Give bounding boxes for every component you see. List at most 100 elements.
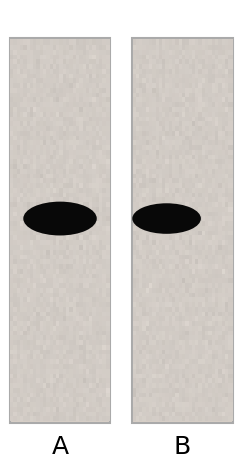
Bar xyxy=(172,282,176,288)
Bar xyxy=(215,301,219,307)
Bar xyxy=(192,268,196,274)
Bar xyxy=(79,87,84,93)
Bar xyxy=(146,368,150,374)
Bar xyxy=(182,363,186,369)
Bar xyxy=(146,97,150,102)
Bar xyxy=(66,111,71,117)
Bar xyxy=(189,173,193,179)
Bar xyxy=(99,401,103,407)
Bar xyxy=(212,363,216,369)
Bar xyxy=(139,315,144,321)
Bar xyxy=(63,135,67,141)
Bar xyxy=(56,158,61,164)
Bar xyxy=(86,353,90,359)
Bar xyxy=(156,206,160,212)
Bar xyxy=(165,353,170,359)
Bar xyxy=(83,353,87,359)
Bar xyxy=(96,320,100,326)
Bar xyxy=(139,144,144,150)
Bar xyxy=(10,282,14,288)
Bar xyxy=(218,273,223,278)
Bar xyxy=(208,330,213,336)
Bar xyxy=(13,102,18,107)
Bar xyxy=(205,358,209,364)
Bar xyxy=(69,59,74,64)
Bar xyxy=(136,158,140,164)
Bar xyxy=(83,149,87,155)
Bar xyxy=(156,82,160,88)
Bar xyxy=(49,377,54,383)
Bar xyxy=(10,106,14,112)
Bar xyxy=(26,320,31,326)
Bar xyxy=(205,353,209,359)
Bar xyxy=(146,206,150,212)
Bar xyxy=(40,196,44,202)
Bar xyxy=(136,135,140,141)
Bar xyxy=(192,44,196,50)
Bar xyxy=(96,173,100,179)
Bar xyxy=(142,335,147,340)
Bar xyxy=(26,182,31,188)
Bar xyxy=(66,44,71,50)
Bar xyxy=(198,363,203,369)
Bar xyxy=(165,216,170,221)
Bar xyxy=(33,73,37,78)
Bar xyxy=(212,301,216,307)
Bar xyxy=(152,287,157,293)
Bar xyxy=(43,59,47,64)
Bar xyxy=(69,330,74,336)
Bar xyxy=(33,220,37,226)
Bar xyxy=(79,220,84,226)
Bar xyxy=(89,106,94,112)
Bar xyxy=(79,187,84,193)
Bar xyxy=(40,39,44,45)
Bar xyxy=(26,315,31,321)
Bar xyxy=(225,78,229,83)
Bar xyxy=(33,111,37,117)
Bar xyxy=(17,268,21,274)
Bar xyxy=(40,111,44,117)
Bar xyxy=(198,415,203,421)
Bar xyxy=(37,353,41,359)
Bar xyxy=(208,263,213,269)
Bar xyxy=(10,173,14,179)
Bar xyxy=(185,287,190,293)
Bar xyxy=(202,244,206,250)
Bar xyxy=(225,344,229,350)
Bar xyxy=(63,106,67,112)
Bar xyxy=(30,244,34,250)
Bar xyxy=(33,239,37,245)
Bar xyxy=(172,387,176,392)
Bar xyxy=(46,140,51,145)
Bar xyxy=(142,249,147,255)
Bar xyxy=(106,49,110,55)
Bar xyxy=(212,287,216,293)
Bar xyxy=(37,173,41,179)
Bar xyxy=(13,282,18,288)
Bar xyxy=(162,349,167,354)
Bar xyxy=(212,396,216,402)
Bar xyxy=(106,392,110,397)
Bar xyxy=(37,239,41,245)
Bar xyxy=(212,344,216,350)
Bar xyxy=(76,268,80,274)
Bar xyxy=(17,287,21,293)
Bar xyxy=(182,301,186,307)
Bar xyxy=(192,154,196,159)
Bar xyxy=(86,78,90,83)
Bar xyxy=(66,73,71,78)
Bar xyxy=(139,254,144,259)
Bar xyxy=(69,63,74,69)
Bar xyxy=(40,102,44,107)
Bar xyxy=(215,325,219,331)
Bar xyxy=(40,116,44,121)
Bar xyxy=(189,206,193,212)
Bar xyxy=(179,192,183,197)
Bar xyxy=(156,97,160,102)
Bar xyxy=(205,111,209,117)
Bar xyxy=(179,130,183,135)
Bar xyxy=(20,54,24,59)
Bar xyxy=(156,196,160,202)
Bar xyxy=(37,335,41,340)
Bar xyxy=(165,68,170,74)
